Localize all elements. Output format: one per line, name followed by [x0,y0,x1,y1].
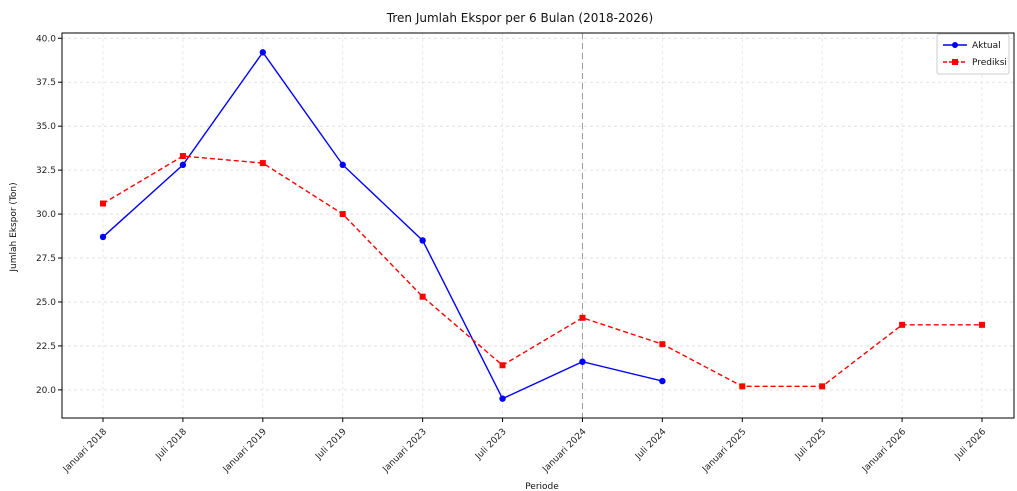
series-prediksi [100,153,985,390]
x-tick-label: Juli 2024 [633,427,669,463]
chart-title: Tren Jumlah Ekspor per 6 Bulan (2018-202… [386,11,653,25]
data-point [99,233,107,241]
series-line-prediksi [102,155,982,388]
y-tick-label: 22.5 [36,342,56,352]
data-point [499,395,506,402]
data-point [579,358,586,365]
axes [61,32,1015,419]
data-point [259,49,267,56]
data-point [819,383,826,390]
data-point [979,321,985,328]
y-tick-label: 40.0 [36,34,56,44]
x-tick-label: Januari 2018 [61,427,109,475]
series [99,49,985,402]
legend-marker [952,59,958,65]
data-point [419,237,426,244]
x-tick-label: Januari 2024 [540,427,588,475]
data-point [739,383,746,390]
legend-marker [952,42,958,48]
y-tick-label: 25.0 [36,298,56,308]
x-tick-label: Juli 2023 [473,427,508,462]
data-point [419,293,426,300]
data-point [339,211,346,218]
legend-label: Prediksi [972,58,1007,68]
x-axis-label: Periode [525,482,559,491]
y-tick-labels: 20.0 22.5 25.0 27.5 30.0 32.5 35.0 37.5 40.0 [36,34,62,396]
x-tick-label: Januari 2023 [381,427,429,475]
data-point [579,314,586,321]
x-tick-label: Januari 2026 [860,427,908,475]
x-tick-label: Juli 2026 [953,427,989,463]
y-tick-label: 20.0 [36,386,56,396]
x-tick-labels: Januari 2018 Juli 2018 Januari 2019 Juli 20… [61,418,988,475]
y-axis-label: Jumlah Ekspor (Ton) [9,182,19,272]
series-line-aktual [102,51,663,400]
x-tick-label: Juli 2018 [154,427,190,463]
data-point [659,341,666,348]
x-tick-label: Juli 2025 [793,427,828,462]
legend: Aktual Prediksi [936,33,1010,75]
x-tick-label: Januari 2019 [221,427,269,475]
data-point [259,160,266,167]
grid-lines [62,33,1014,418]
y-tick-label: 35.0 [36,122,56,132]
legend-label: Aktual [972,41,1001,51]
data-point [179,161,187,169]
legend-box [936,33,1010,75]
plot-frame [61,32,1015,419]
y-tick-label: 30.0 [36,210,56,220]
data-point [179,153,186,160]
x-tick-label: Juli 2019 [313,427,349,463]
data-point [339,161,346,169]
x-tick-label: Januari 2025 [700,427,748,475]
data-point [100,200,106,207]
legend-item-aktual: Aktual [943,41,1001,51]
y-tick-label: 37.5 [36,78,56,88]
data-point [499,362,506,369]
data-point [659,377,666,385]
series-aktual [99,49,666,402]
y-tick-label: 27.5 [36,254,56,264]
legend-item-prediksi: Prediksi [943,58,1007,68]
y-tick-label: 32.5 [36,166,56,176]
data-point [899,321,906,328]
